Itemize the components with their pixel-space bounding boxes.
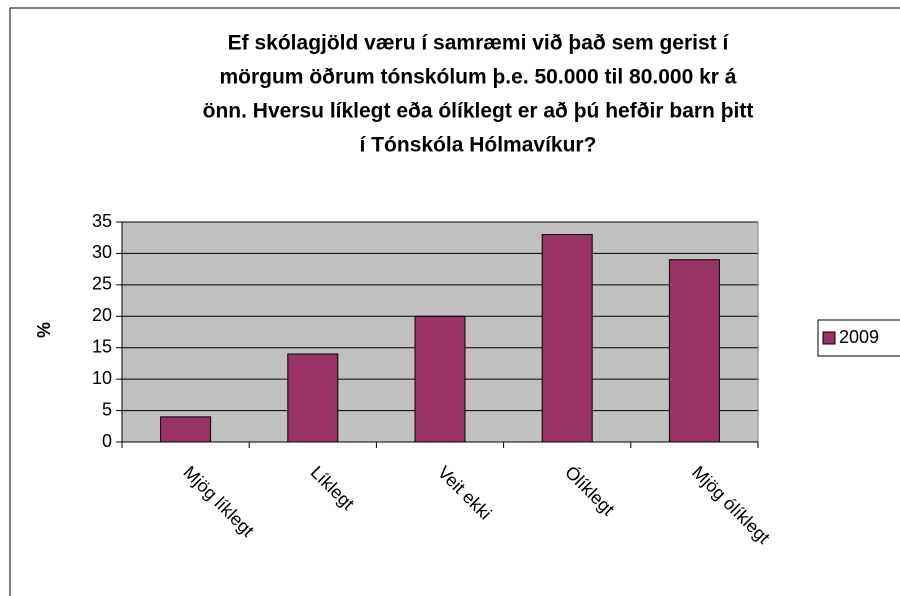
bar — [414, 315, 466, 443]
y-tick-label: 15 — [92, 336, 112, 356]
legend-swatch — [822, 331, 836, 345]
legend-label: 2009 — [839, 327, 879, 347]
y-tick-label: 0 — [102, 431, 112, 451]
bar — [668, 259, 720, 443]
y-tick-label: 5 — [102, 399, 112, 419]
y-tick-label: 35 — [92, 211, 112, 231]
y-tick-label: 30 — [92, 242, 112, 262]
chart-title: mörgum öðrum tónskólum þ.e. 50.000 til 8… — [219, 66, 736, 89]
y-tick-label: 25 — [92, 274, 112, 294]
y-tick-label: 20 — [92, 305, 112, 325]
chart-title: önn. Hversu líklegt eða ólíklegt er að þ… — [203, 100, 754, 123]
chart-title: í Tónskóla Hólmavíkur? — [360, 134, 597, 157]
chart-title: Ef skólagjöld væru í samræmi við það sem… — [228, 32, 730, 55]
y-tick-label: 10 — [92, 368, 112, 388]
bar — [287, 353, 339, 443]
y-axis-label: % — [34, 322, 54, 338]
bar — [160, 416, 212, 443]
bar — [541, 234, 593, 443]
